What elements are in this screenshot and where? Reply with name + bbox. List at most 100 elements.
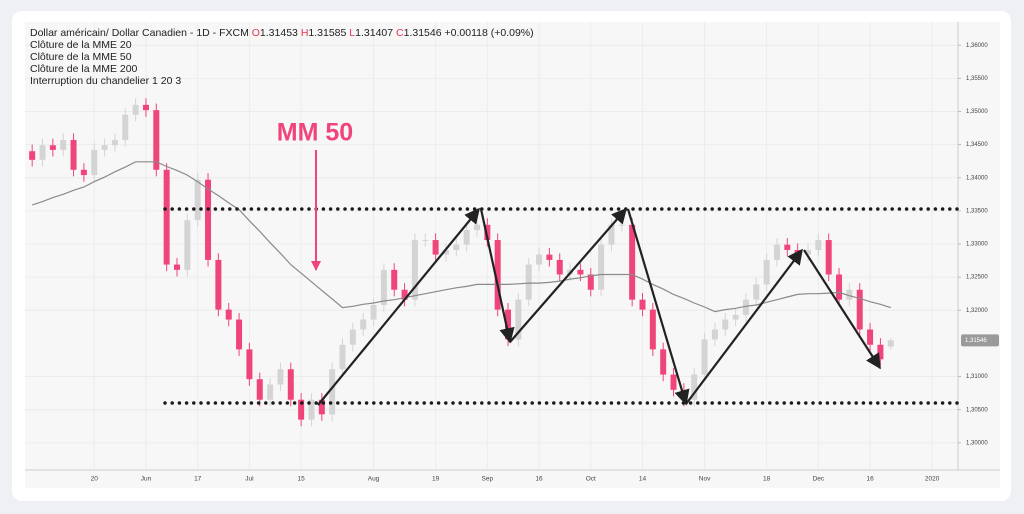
candle-body: [546, 254, 553, 260]
zigzag-arrows: [317, 207, 881, 406]
candle-body: [773, 244, 780, 260]
candle-body: [877, 344, 884, 360]
candle-body: [411, 240, 418, 300]
legend-line: Clôture de la MME 50: [30, 51, 132, 63]
arrow: [685, 248, 803, 405]
y-tick-label: 1,30000: [966, 440, 988, 446]
y-tick-label: 1,33000: [966, 242, 988, 248]
ohlc-letter: C: [396, 27, 404, 39]
candle-body: [701, 339, 708, 375]
candle-body: [349, 329, 356, 345]
high-value: 1.31585: [308, 27, 346, 39]
candle-body: [598, 244, 605, 290]
y-tick-label: 1,34000: [966, 175, 988, 181]
y-tick-label: 1,32000: [966, 308, 988, 314]
candles: [29, 98, 894, 427]
candle-body: [153, 110, 160, 170]
ohlc-letter: H: [301, 27, 309, 39]
candle-body: [442, 249, 449, 255]
change: +0.00118 (+0.09%): [445, 27, 534, 39]
candle-body: [432, 240, 439, 255]
candle-body: [422, 240, 429, 242]
y-tick-label: 1,34500: [966, 142, 988, 148]
candle-body: [670, 374, 677, 390]
candle-body: [887, 340, 894, 347]
candle-body: [132, 104, 139, 115]
candle-body: [587, 274, 594, 290]
candle-body: [163, 169, 170, 265]
y-tick-label: 1,33500: [966, 208, 988, 214]
candle-body: [505, 309, 512, 340]
legend-line: Interruption du chandelier 1 20 3: [30, 75, 181, 87]
candle-body: [194, 179, 201, 221]
candle-body: [753, 284, 760, 300]
candle-body: [805, 249, 812, 255]
x-tick-label: Sep: [482, 476, 494, 483]
annotation: MM 50: [277, 119, 353, 147]
candle-body: [142, 104, 149, 111]
candle-body: [691, 374, 698, 400]
header: Dollar américain/ Dollar Canadien - 1D -…: [30, 27, 534, 39]
arrow: [509, 207, 628, 343]
last-price-label: 1,31546: [965, 338, 987, 344]
arrow: [803, 249, 881, 370]
grid: [25, 22, 958, 470]
x-tick-label: Jun: [141, 476, 152, 483]
y-tick-label: 1,36000: [966, 43, 988, 49]
x-tick-label: 20: [91, 476, 99, 483]
candle-body: [494, 240, 501, 310]
candle-body: [463, 230, 470, 245]
candle-body: [867, 329, 874, 345]
arrow: [317, 207, 480, 406]
x-tick-label: 14: [639, 476, 647, 483]
candle-body: [339, 344, 346, 370]
x-tick-label: 16: [866, 476, 874, 483]
symbol: Dollar américain/ Dollar Canadien - 1D -…: [30, 27, 249, 39]
candle-body: [277, 369, 284, 385]
ohlc-letter: O: [252, 27, 260, 39]
candle-body: [298, 399, 305, 420]
candle-body: [246, 349, 253, 380]
candle-body: [836, 274, 843, 300]
close-value: 1.31546: [404, 27, 442, 39]
x-tick-label: 18: [763, 476, 771, 483]
candle-body: [484, 224, 491, 241]
candle-body: [639, 299, 646, 310]
x-tick-label: Jul: [245, 476, 254, 483]
y-tick-label: 1,35000: [966, 109, 988, 115]
candle-body: [287, 369, 294, 400]
candle-body: [370, 304, 377, 320]
y-tick-label: 1,30500: [966, 407, 988, 413]
candle-body: [308, 399, 315, 420]
ohlc-letter: L: [349, 27, 355, 39]
candle-body: [556, 259, 563, 275]
x-tick-label: 19: [432, 476, 440, 483]
candle-body: [49, 145, 56, 150]
candle-body: [856, 289, 863, 330]
candle-body: [525, 264, 532, 300]
candle-body: [722, 319, 729, 330]
x-tick-label: 16: [535, 476, 543, 483]
y-tick-label: 1,31000: [966, 374, 988, 380]
open-value: 1.31453: [260, 27, 298, 39]
candle-body: [236, 319, 243, 350]
candle-body: [380, 269, 387, 305]
arrow: [626, 208, 690, 406]
y-tick-label: 1,32500: [966, 275, 988, 281]
candle-body: [91, 149, 98, 176]
candle-body: [660, 349, 667, 375]
arrow: [479, 208, 515, 344]
candle-body: [29, 151, 36, 160]
candle-body: [215, 259, 222, 310]
candle-body: [391, 269, 398, 290]
candle-body: [763, 259, 770, 285]
candle-body: [60, 139, 67, 150]
x-tick-label: Oct: [586, 476, 596, 483]
candle-body: [784, 244, 791, 250]
candle-body: [536, 254, 543, 265]
candle-body: [732, 314, 739, 320]
candle-body: [815, 240, 822, 250]
candle-body: [184, 220, 191, 270]
